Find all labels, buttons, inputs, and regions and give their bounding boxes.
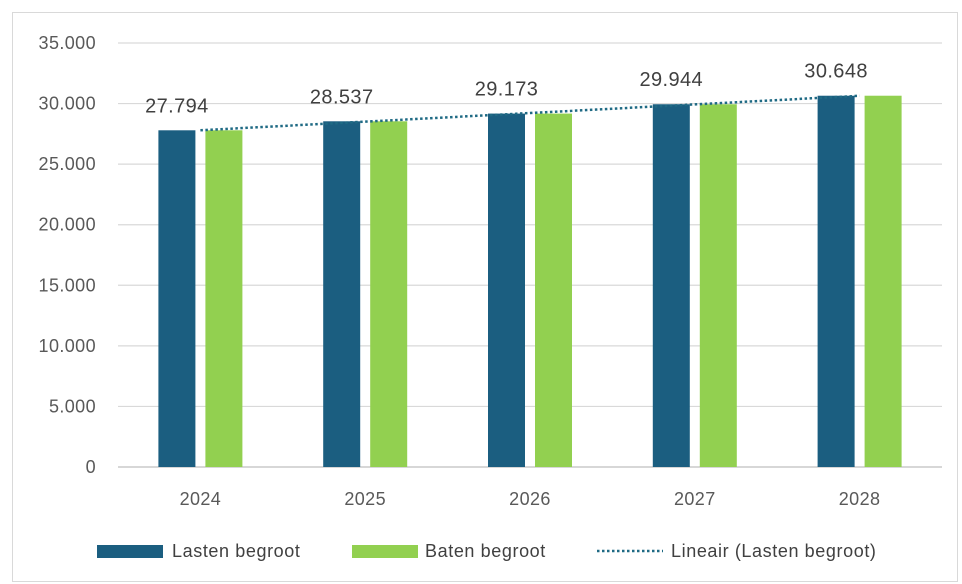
y-tick-label: 0 — [86, 457, 96, 477]
bar-lasten-begroot — [323, 121, 360, 467]
data-labels: 27.794 28.537 29.173 29.944 30.648 — [145, 61, 868, 118]
y-axis-tick-labels: 0 5.000 10.000 15.000 20.000 25.000 30.000 35.0… — [39, 33, 96, 477]
data-label: 30.648 — [804, 61, 868, 83]
bar-lasten-begroot — [158, 130, 195, 467]
bar-baten-begroot — [535, 114, 572, 467]
y-tick-label: 25.000 — [39, 154, 96, 174]
bar-lasten-begroot — [488, 114, 525, 467]
y-tick-label: 20.000 — [39, 215, 96, 235]
data-label: 29.944 — [640, 69, 704, 91]
bar-baten-begroot — [370, 121, 407, 467]
data-label: 28.537 — [310, 86, 374, 108]
bars — [158, 96, 901, 467]
data-label: 27.794 — [145, 95, 209, 117]
legend-item-baten-begroot: Baten begroot — [352, 541, 546, 561]
x-tick-label: 2028 — [839, 489, 881, 509]
legend-swatch-baten-begroot — [352, 545, 418, 558]
bar-lasten-begroot — [818, 96, 855, 467]
legend-label-lasten-begroot: Lasten begroot — [172, 541, 301, 561]
y-tick-label: 15.000 — [39, 275, 96, 295]
legend-label-trendline: Lineair (Lasten begroot) — [671, 541, 877, 561]
x-axis-tick-labels: 2024 2025 2026 2027 2028 — [180, 489, 881, 509]
y-tick-label: 10.000 — [39, 336, 96, 356]
legend-label-baten-begroot: Baten begroot — [425, 541, 546, 561]
y-tick-label: 30.000 — [39, 94, 96, 114]
bar-baten-begroot — [865, 96, 902, 467]
bar-baten-begroot — [205, 130, 242, 467]
legend-swatch-lasten-begroot — [97, 545, 163, 558]
trendline — [200, 96, 859, 130]
x-tick-label: 2026 — [509, 489, 551, 509]
legend-item-lasten-begroot: Lasten begroot — [97, 541, 301, 561]
x-tick-label: 2024 — [180, 489, 222, 509]
x-tick-label: 2027 — [674, 489, 716, 509]
trendline-layer — [200, 96, 859, 130]
y-tick-label: 35.000 — [39, 33, 96, 53]
x-tick-label: 2025 — [344, 489, 386, 509]
legend-item-trendline: Lineair (Lasten begroot) — [597, 541, 877, 561]
y-tick-label: 5.000 — [49, 396, 96, 416]
bar-baten-begroot — [700, 104, 737, 467]
legend: Lasten begroot Baten begroot Lineair (La… — [97, 541, 877, 561]
bar-lasten-begroot — [653, 104, 690, 467]
data-label: 29.173 — [475, 79, 539, 101]
